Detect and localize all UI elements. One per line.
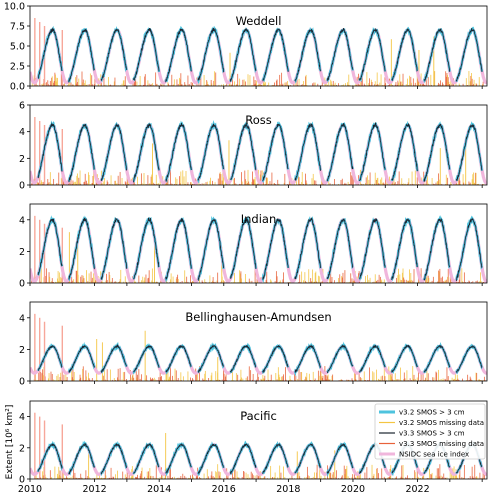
v32-smos-line [37, 214, 483, 283]
y-axis-label: Extent [10⁶ km²] [5, 405, 15, 480]
y-tick-label: 5.0 [10, 42, 25, 53]
legend-box [374, 403, 486, 460]
y-tick-label: 2.5 [10, 62, 25, 73]
y-tick-label: 2 [19, 154, 25, 165]
legend-entry-label: v3.3 SMOS > 3 cm [399, 430, 465, 438]
panel-3: 0 2 4 Indian [19, 203, 488, 290]
panel-frame [29, 104, 488, 186]
nsidc-sea-ice-index-line [30, 28, 487, 85]
v33-smos-line [37, 122, 483, 183]
y-tick-label: 0 [19, 279, 25, 290]
legend-entry-label: NSIDC sea ice index [399, 451, 469, 459]
plot-area [30, 117, 487, 185]
x-tick-label: 2018 [276, 484, 300, 495]
y-tick-label: 4 [19, 313, 25, 324]
v33-smos-line [37, 27, 483, 83]
panel-1: 0.0 2.5 5.0 7.5 10.0 Weddell [4, 2, 488, 93]
v33-smos-line [37, 217, 483, 282]
panel-frame [29, 400, 488, 480]
y-tick-label: 0.0 [10, 82, 25, 93]
y-tick-label: 2 [19, 345, 25, 356]
panel-title: Weddell [236, 14, 282, 28]
y-tick-label: 0 [19, 377, 25, 388]
v32-smos-line [37, 341, 483, 377]
panel-frame [29, 301, 488, 382]
v33-smos-line [37, 343, 483, 374]
y-tick-label: 6 [19, 101, 25, 112]
x-tick-label: 2020 [341, 484, 365, 495]
v32-smos-line [37, 25, 484, 85]
nsidc-sea-ice-index-line [30, 344, 487, 375]
y-tick-label: 7.5 [10, 22, 25, 33]
y-tick-label: 2 [19, 443, 25, 454]
plot-area [30, 214, 487, 283]
x-tick-label: 2022 [405, 484, 429, 495]
panel-4: 0 2 4 Bellinghausen-Amundsen [19, 301, 488, 388]
x-tick-label: 2014 [147, 484, 171, 495]
y-tick-label: 0 [19, 181, 25, 192]
legend-entry-label: v3.3 SMOS missing data [399, 440, 484, 448]
legend-entry-label: v3.2 SMOS > 3 cm [399, 409, 465, 417]
panel-title: Pacific [240, 409, 277, 423]
y-tick-label: 4 [19, 412, 25, 423]
y-tick-label: 10.0 [4, 2, 25, 13]
legend: v3.2 SMOS > 3 cm v3.2 SMOS missing data v3… [374, 403, 486, 460]
panel-title: Indian [241, 212, 277, 226]
panel-frame [29, 203, 488, 284]
y-tick-label: 0 [19, 475, 25, 486]
panel-title: Bellinghausen-Amundsen [185, 310, 331, 324]
panel-2: 0 2 4 6 Ross [19, 101, 488, 192]
x-tick-label: 2012 [82, 484, 106, 495]
legend-entry-label: v3.2 SMOS missing data [399, 419, 484, 427]
panel-title: Ross [245, 113, 272, 127]
x-tick-label: 2016 [212, 484, 236, 495]
y-tick-label: 4 [19, 127, 25, 138]
x-tick-label: 2010 [18, 484, 42, 495]
y-tick-label: 2 [19, 247, 25, 258]
nsidc-sea-ice-index-line [30, 218, 487, 283]
plot-area [30, 18, 487, 86]
y-tick-label: 4 [19, 215, 25, 226]
